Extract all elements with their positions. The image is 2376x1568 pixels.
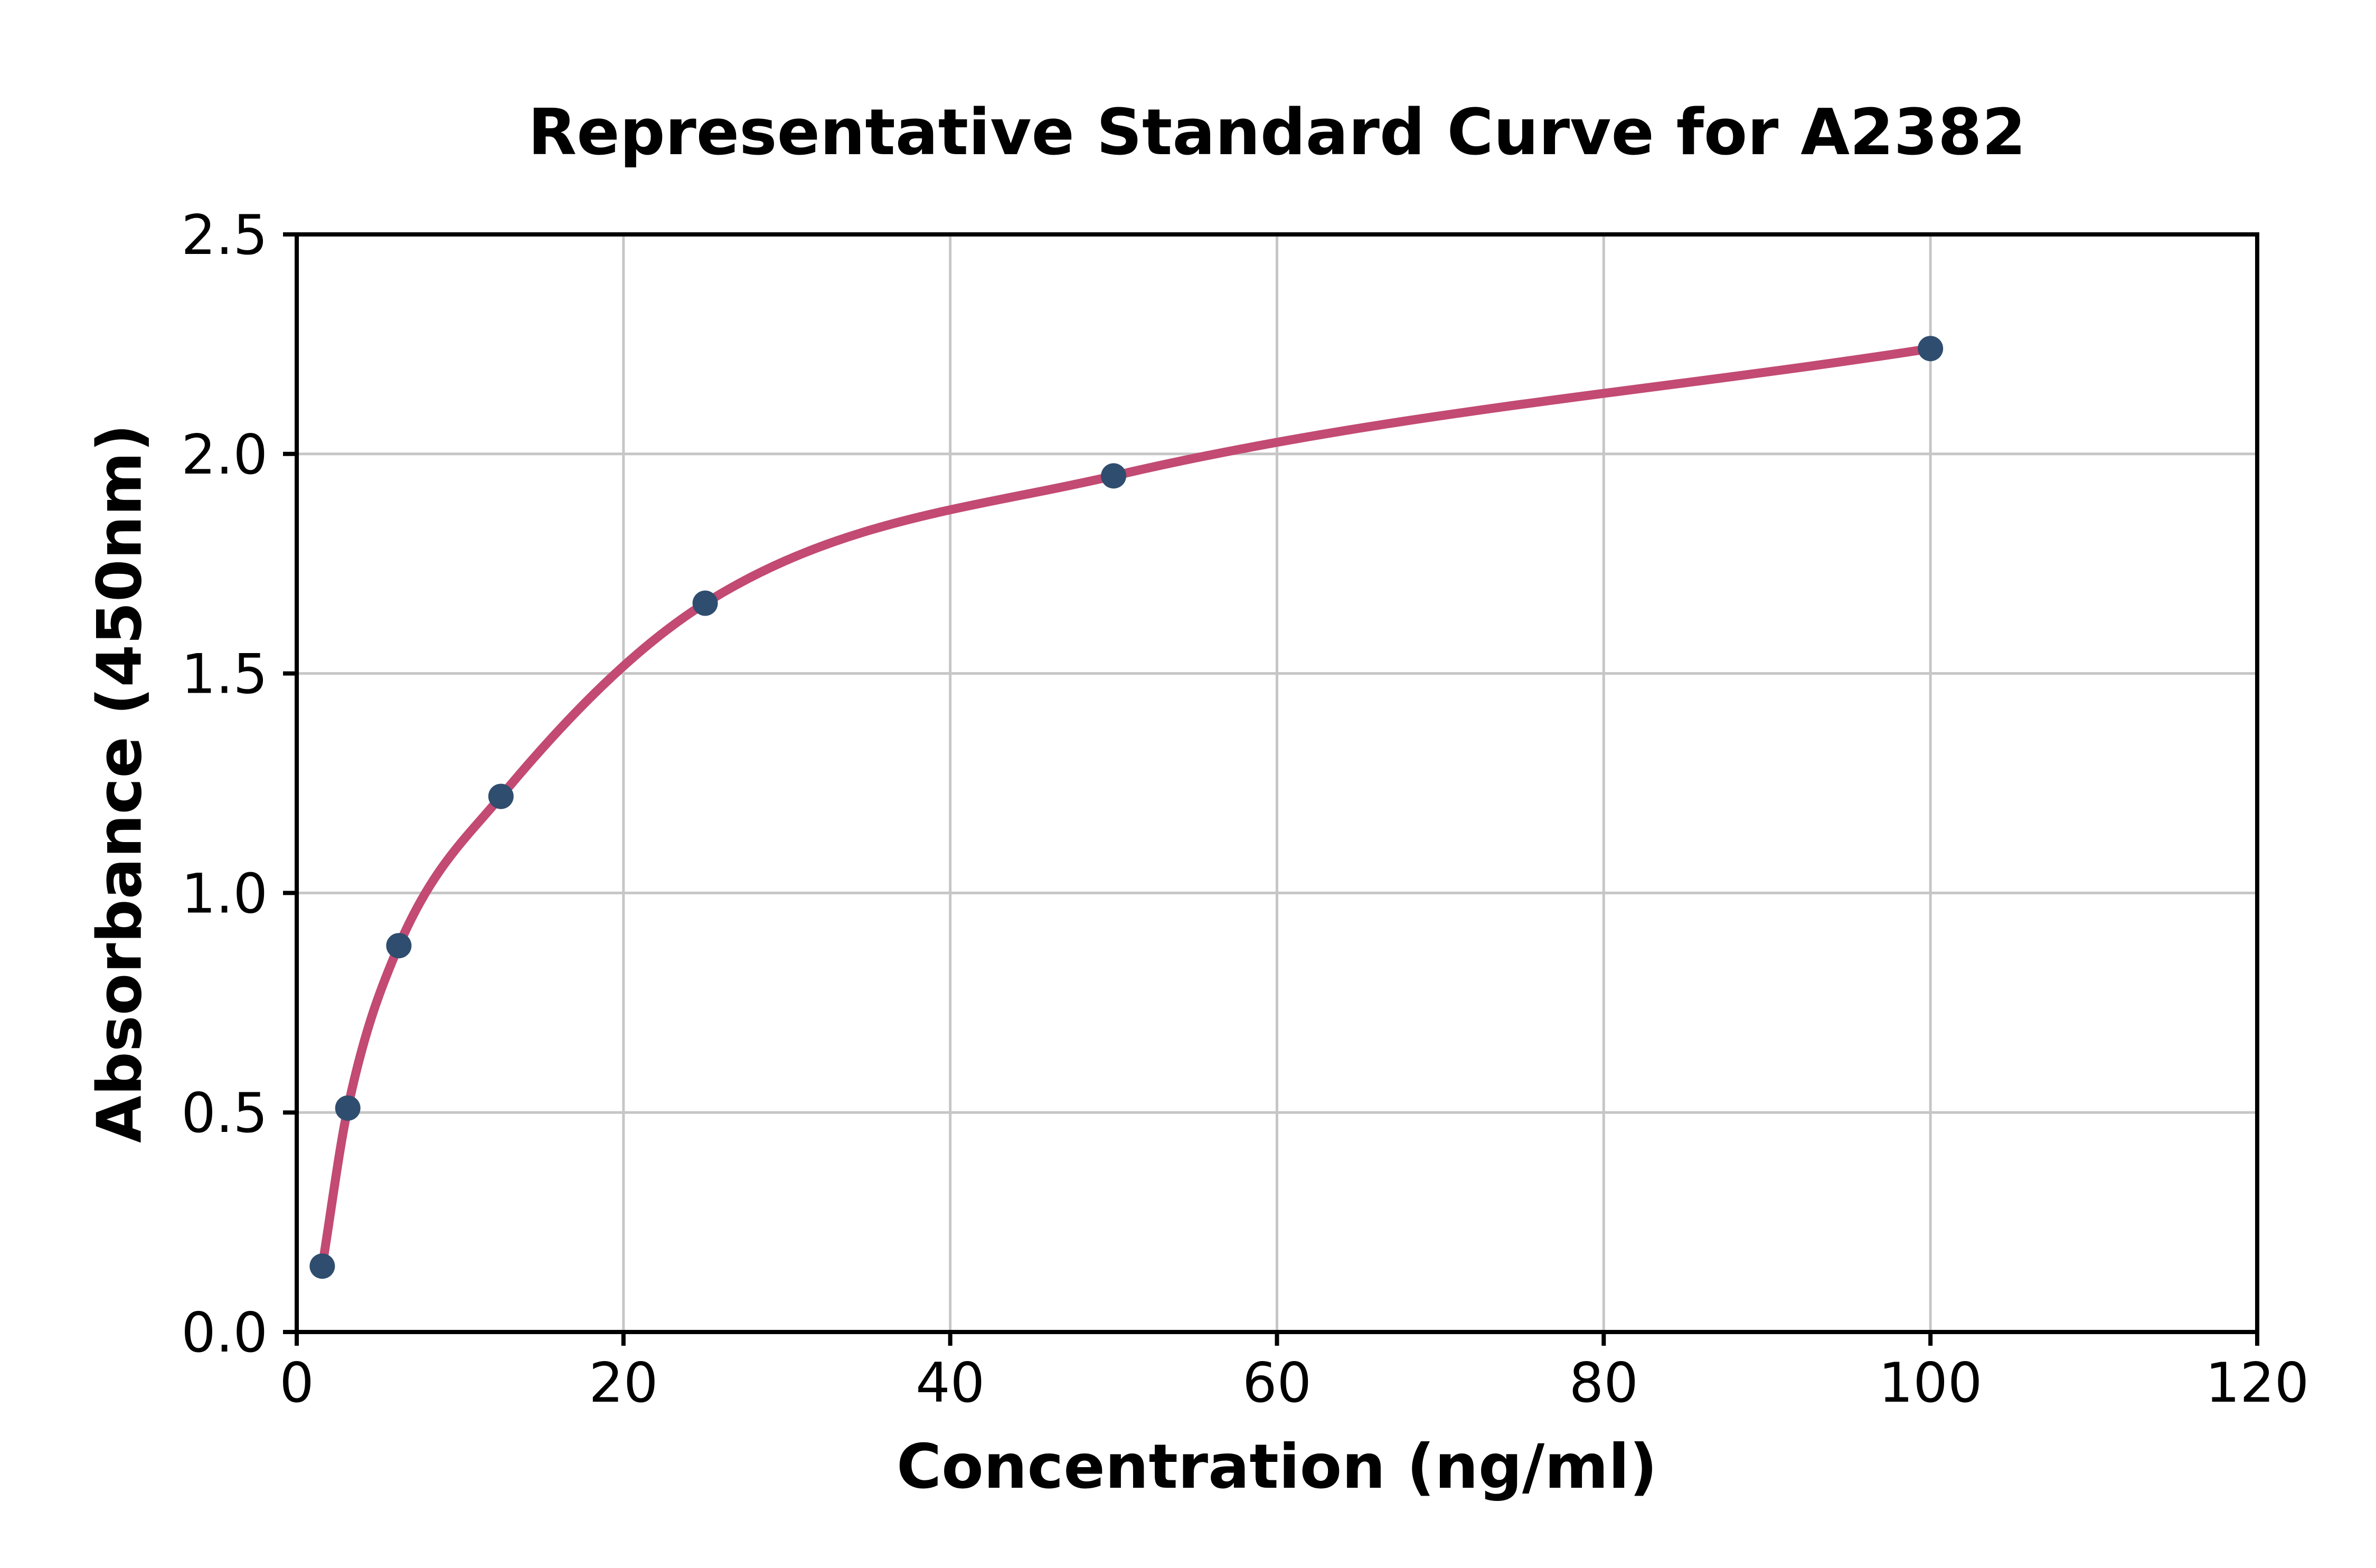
data-point bbox=[386, 933, 412, 959]
data-point bbox=[309, 1253, 335, 1279]
y-tick-label: 1.5 bbox=[181, 643, 268, 706]
x-tick-label: 60 bbox=[1242, 1352, 1312, 1415]
x-tick-label: 40 bbox=[916, 1352, 985, 1415]
x-tick-label: 20 bbox=[589, 1352, 658, 1415]
data-point bbox=[335, 1095, 361, 1121]
data-point bbox=[1918, 336, 1944, 362]
chart-title: Representative Standard Curve for A2382 bbox=[527, 96, 2026, 169]
data-point bbox=[488, 783, 514, 809]
y-tick-label: 1.0 bbox=[181, 862, 268, 925]
x-axis-title: Concentration (ng/ml) bbox=[897, 1431, 1657, 1503]
x-tick-label: 0 bbox=[279, 1352, 314, 1415]
data-point bbox=[692, 590, 718, 616]
y-tick-label: 0.0 bbox=[181, 1301, 268, 1365]
x-tick-label: 80 bbox=[1569, 1352, 1638, 1415]
y-tick-label: 0.5 bbox=[181, 1082, 268, 1145]
x-tick-label: 100 bbox=[1879, 1352, 1983, 1415]
fit-curve bbox=[317, 344, 1935, 1271]
y-tick-label: 2.0 bbox=[181, 423, 268, 487]
y-tick-label: 2.5 bbox=[181, 204, 268, 267]
x-tick-label: 120 bbox=[2205, 1352, 2309, 1415]
data-point bbox=[1101, 463, 1127, 489]
